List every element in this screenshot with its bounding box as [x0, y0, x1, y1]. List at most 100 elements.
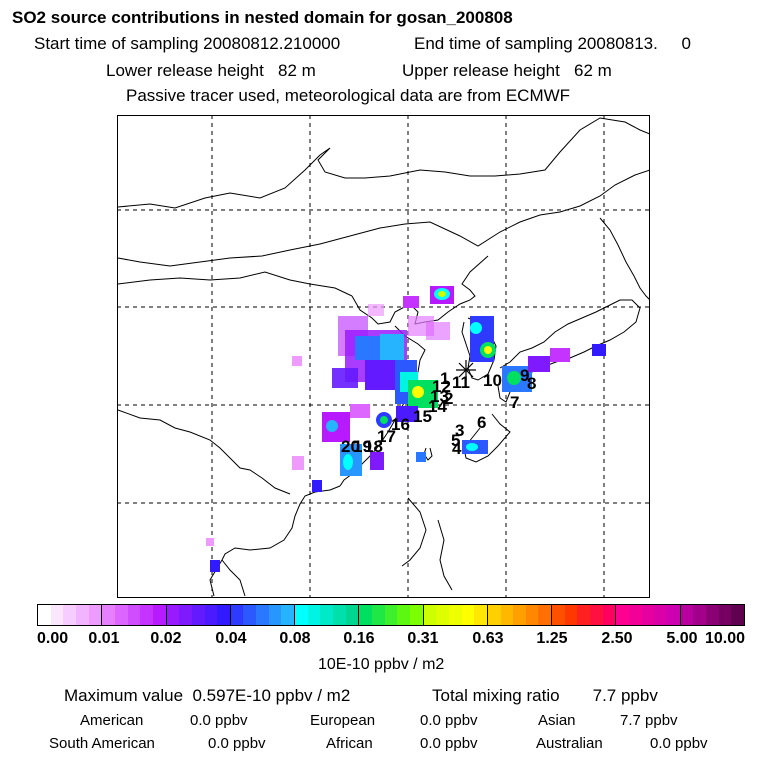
- color-scale-swatch: [538, 605, 552, 625]
- region-name-asian: Asian: [538, 712, 576, 729]
- color-scale-swatch: [152, 605, 166, 625]
- color-scale-swatch: [320, 605, 334, 625]
- color-scale-swatch: [397, 605, 410, 625]
- color-scale-swatch: [500, 605, 514, 625]
- sampling-start: Start time of sampling 20080812.210000: [34, 34, 341, 53]
- color-scale-swatch: [705, 605, 719, 625]
- site-labels: 1 2 3 4 5 6 7 8 9 10 11 12 13 14 15 16 1…: [341, 366, 536, 458]
- region-name-european: European: [310, 712, 376, 729]
- color-scale-swatch: [641, 605, 655, 625]
- color-scale-swatch: [204, 605, 218, 625]
- color-scale-segment: [679, 605, 744, 625]
- region-value-american: 0.0 ppbv: [190, 712, 248, 729]
- color-scale-swatch: [166, 605, 180, 625]
- color-scale-swatch: [513, 605, 526, 625]
- color-scale-swatch: [590, 605, 603, 625]
- receptor-marker: [456, 360, 476, 380]
- color-scale-swatch: [461, 605, 475, 625]
- color-scale-swatch: [333, 605, 346, 625]
- region-value-african: 0.0 ppbv: [420, 735, 478, 752]
- site-label-11: 11: [452, 373, 470, 392]
- color-scale-swatch: [307, 605, 321, 625]
- lower-release-height: Lower release height 82 m: [106, 61, 316, 80]
- concentration-patches: [206, 286, 606, 572]
- color-scale-swatch: [487, 605, 501, 625]
- color-scale-swatch: [629, 605, 642, 625]
- site-label-13: 13: [430, 387, 449, 406]
- color-scale-swatch: [359, 605, 372, 625]
- site-label-7: 7: [510, 393, 519, 412]
- color-scale-swatch: [345, 605, 359, 625]
- site-label-18: 18: [364, 437, 383, 456]
- color-scale-swatch: [448, 605, 462, 625]
- site-label-12: 12: [432, 377, 451, 396]
- site-label-3: 3: [455, 421, 464, 440]
- tick-label-11: 10.00: [704, 630, 745, 647]
- color-scale-swatch: [371, 605, 385, 625]
- color-scale-swatch: [718, 605, 732, 625]
- tracer-note: Passive tracer used, meteorological data…: [126, 86, 571, 105]
- color-scale-segment: [358, 605, 423, 625]
- color-scale-swatch: [423, 605, 437, 625]
- site-label-17: 17: [377, 427, 396, 446]
- region-name-south-american: South American: [49, 735, 155, 752]
- color-scale-segment: [551, 605, 616, 625]
- region-value-asian: 7.7 ppbv: [620, 712, 678, 729]
- color-scale-swatch: [230, 605, 244, 625]
- color-scale-swatch: [127, 605, 141, 625]
- tick-label-4: 0.08: [279, 630, 311, 647]
- color-scale-swatch: [693, 605, 706, 625]
- tick-label-1: 0.01: [88, 630, 120, 647]
- tick-label-9: 2.50: [601, 630, 633, 647]
- site-label-5: 5: [451, 431, 460, 450]
- color-scale-swatch: [88, 605, 102, 625]
- color-scale-swatch: [616, 605, 630, 625]
- color-scale-swatch: [179, 605, 192, 625]
- region-name-african: African: [326, 735, 373, 752]
- color-scale-swatch: [295, 605, 308, 625]
- color-scale-swatch: [268, 605, 282, 625]
- site-label-14: 14: [428, 397, 447, 416]
- color-scale-swatch: [564, 605, 578, 625]
- tick-label-5: 0.16: [343, 630, 375, 647]
- color-scale-swatch: [409, 605, 423, 625]
- color-scale-swatch: [102, 605, 115, 625]
- grid-lines: [117, 115, 650, 598]
- upper-release-height: Upper release height 62 m: [402, 61, 612, 80]
- sampling-end: End time of sampling 20080813. 0: [414, 34, 691, 53]
- tick-label-8: 1.25: [536, 630, 568, 647]
- color-scale-swatch: [243, 605, 257, 625]
- site-label-1: 1: [440, 369, 449, 388]
- tick-label-10: 5.00: [666, 630, 698, 647]
- map-title: SO2 source contributions in nested domai…: [12, 8, 513, 27]
- unit-label: 10E-10 ppbv / m2: [318, 656, 445, 673]
- region-value-european: 0.0 ppbv: [420, 712, 478, 729]
- tick-label-6: 0.31: [407, 630, 439, 647]
- color-scale-segment: [486, 605, 552, 625]
- maximum-value: Maximum value 0.597E-10 ppbv / m2: [64, 686, 351, 705]
- region-name-australian: Australian: [536, 735, 603, 752]
- color-scale-swatch: [384, 605, 398, 625]
- color-scale-swatch: [680, 605, 694, 625]
- site-label-10: 10: [483, 371, 502, 390]
- color-scale-swatch: [38, 605, 51, 625]
- color-scale-segment: [615, 605, 680, 625]
- tick-label-3: 0.04: [215, 630, 247, 647]
- color-scale-swatch: [577, 605, 591, 625]
- tick-label-7: 0.63: [472, 630, 504, 647]
- color-scale-swatch: [552, 605, 565, 625]
- region-value-australian: 0.0 ppbv: [650, 735, 708, 752]
- tick-label-0: 0.00: [37, 630, 69, 647]
- color-scale-segment: [294, 605, 359, 625]
- tick-label-2: 0.02: [150, 630, 182, 647]
- site-label-19: 19: [353, 437, 372, 456]
- color-scale-swatch: [474, 605, 487, 625]
- color-scale-swatch: [63, 605, 76, 625]
- color-scale-swatch: [731, 605, 744, 625]
- site-label-4: 4: [452, 439, 462, 458]
- color-scale-swatch: [75, 605, 89, 625]
- color-scale-swatch: [525, 605, 539, 625]
- site-label-16: 16: [391, 415, 410, 434]
- region-name-american: American: [80, 712, 144, 729]
- color-scale-swatch: [602, 605, 616, 625]
